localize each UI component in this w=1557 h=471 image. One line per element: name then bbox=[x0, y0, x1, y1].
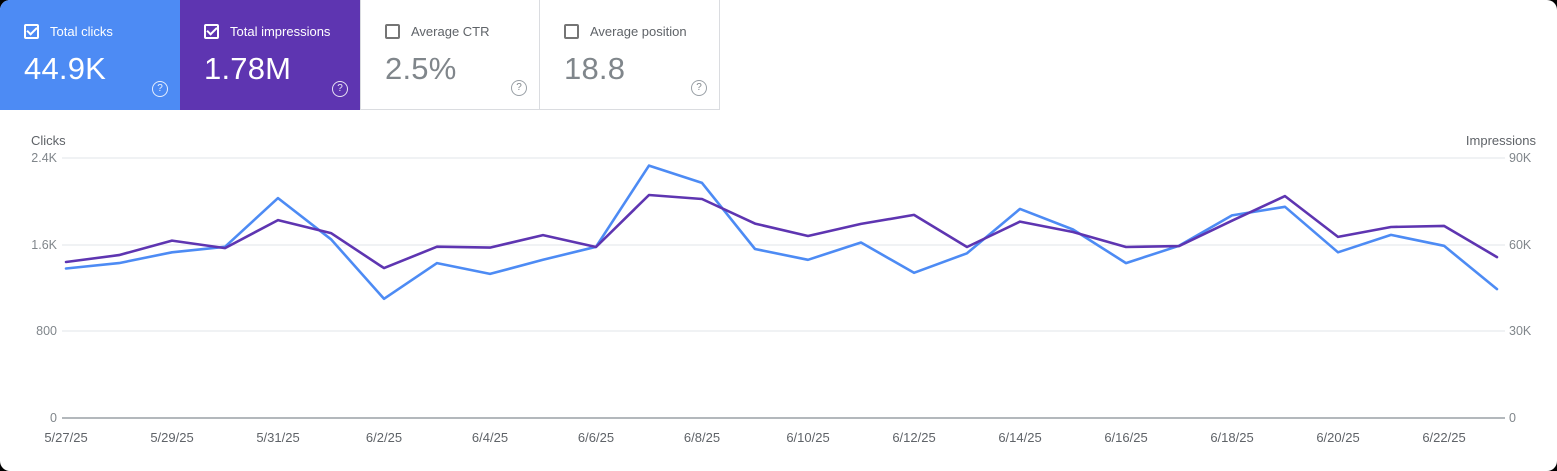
metric-card-average-position[interactable]: Average position 18.8 ? bbox=[540, 0, 720, 110]
x-tick-label: 6/18/25 bbox=[1210, 430, 1254, 445]
metric-card-header: Average CTR bbox=[385, 24, 525, 39]
x-tick-label: 5/31/25 bbox=[256, 430, 300, 445]
metric-card-average-ctr[interactable]: Average CTR 2.5% ? bbox=[360, 0, 540, 110]
help-icon[interactable]: ? bbox=[152, 81, 168, 97]
help-icon[interactable]: ? bbox=[511, 80, 527, 96]
x-tick-label: 5/29/25 bbox=[150, 430, 194, 445]
metric-card-value: 1.78M bbox=[204, 51, 292, 86]
help-icon[interactable]: ? bbox=[332, 81, 348, 97]
y-tick-label-left: 2.4K bbox=[31, 151, 57, 165]
x-tick-label: 5/27/25 bbox=[44, 430, 88, 445]
metric-card-header: Total clicks bbox=[24, 24, 166, 39]
metric-card-header: Total impressions bbox=[204, 24, 346, 39]
metric-card-total-impressions[interactable]: Total impressions 1.78M ? bbox=[180, 0, 360, 110]
metric-checkbox[interactable] bbox=[564, 24, 579, 39]
x-tick-label: 6/10/25 bbox=[786, 430, 830, 445]
metric-card-label: Total clicks bbox=[50, 24, 113, 39]
metric-checkbox[interactable] bbox=[385, 24, 400, 39]
y-tick-label-left: 800 bbox=[36, 324, 57, 338]
x-tick-label: 6/22/25 bbox=[1422, 430, 1466, 445]
right-axis-title: Impressions bbox=[1465, 133, 1536, 148]
metric-card-label: Average position bbox=[590, 24, 687, 39]
x-tick-label: 6/16/25 bbox=[1104, 430, 1148, 445]
help-icon[interactable]: ? bbox=[691, 80, 707, 96]
x-tick-label: 6/4/25 bbox=[471, 430, 509, 445]
metric-cards: Total clicks 44.9K ? Total impressions 1… bbox=[0, 0, 720, 110]
y-tick-label-right: 60K bbox=[1509, 238, 1532, 252]
metric-card-label: Total impressions bbox=[230, 24, 331, 39]
impressions-line bbox=[64, 193, 1499, 270]
metric-card-value: 44.9K bbox=[24, 51, 107, 86]
y-tick-label-right: 90K bbox=[1509, 151, 1532, 165]
metric-checkbox[interactable] bbox=[204, 24, 219, 39]
x-tick-label: 6/2/25 bbox=[365, 430, 403, 445]
y-tick-label-right: 0 bbox=[1509, 411, 1516, 425]
x-tick-label: 6/6/25 bbox=[577, 430, 615, 445]
y-tick-label-right: 30K bbox=[1509, 324, 1532, 338]
metric-card-value: 2.5% bbox=[385, 51, 457, 86]
metric-checkbox[interactable] bbox=[24, 24, 39, 39]
y-tick-label-left: 0 bbox=[50, 411, 57, 425]
x-tick-label: 6/12/25 bbox=[892, 430, 936, 445]
y-tick-label-left: 1.6K bbox=[31, 238, 57, 252]
x-tick-label: 6/20/25 bbox=[1316, 430, 1360, 445]
x-tick-label: 6/14/25 bbox=[998, 430, 1042, 445]
metric-card-label: Average CTR bbox=[411, 24, 490, 39]
metric-card-header: Average position bbox=[564, 24, 705, 39]
left-axis-title: Clicks bbox=[31, 133, 66, 148]
gridlines bbox=[62, 157, 1505, 419]
metric-card-total-clicks[interactable]: Total clicks 44.9K ? bbox=[0, 0, 180, 110]
x-tick-label: 6/8/25 bbox=[683, 430, 721, 445]
clicks-line bbox=[64, 164, 1499, 301]
metric-card-value: 18.8 bbox=[564, 51, 626, 86]
